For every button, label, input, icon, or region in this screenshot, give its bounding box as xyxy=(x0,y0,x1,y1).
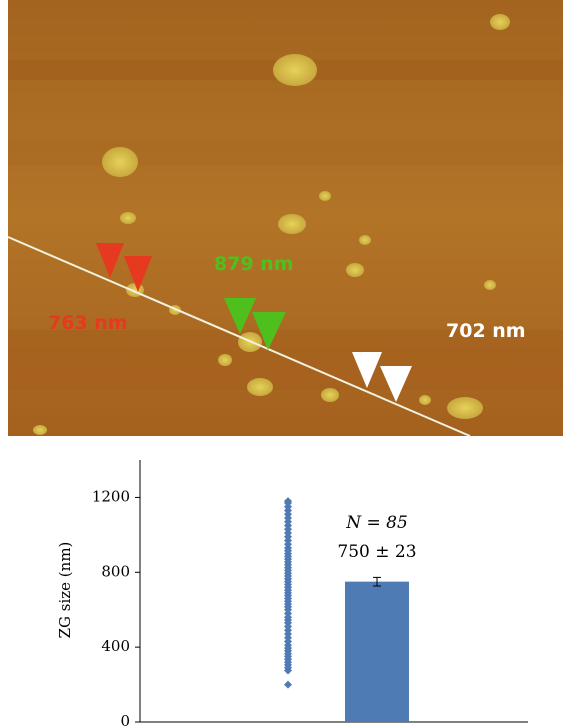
afm-image: 763 nm 879 nm 702 nm xyxy=(8,0,563,436)
y-tick-label: 1200 xyxy=(92,487,130,505)
y-tick-label: 800 xyxy=(101,562,130,580)
bar xyxy=(345,582,409,722)
data-point xyxy=(284,681,292,689)
y-axis-label: ZG size (nm) xyxy=(56,542,74,639)
measurement-label: 879 nm xyxy=(214,253,294,275)
annotation: 750 ± 23 xyxy=(337,542,416,562)
figure: 763 nm 879 nm 702 nm ZG size (nm) N = 85… xyxy=(0,0,563,726)
measurement-label: 763 nm xyxy=(48,312,128,334)
annotation: N = 85 xyxy=(345,513,408,533)
measurement-label: 702 nm xyxy=(446,320,526,342)
y-tick-label: 400 xyxy=(101,637,130,655)
chart: ZG size (nm) N = 85 750 ± 23 0 400 800 1200 xyxy=(56,460,528,726)
y-tick-label: 0 xyxy=(120,712,130,726)
